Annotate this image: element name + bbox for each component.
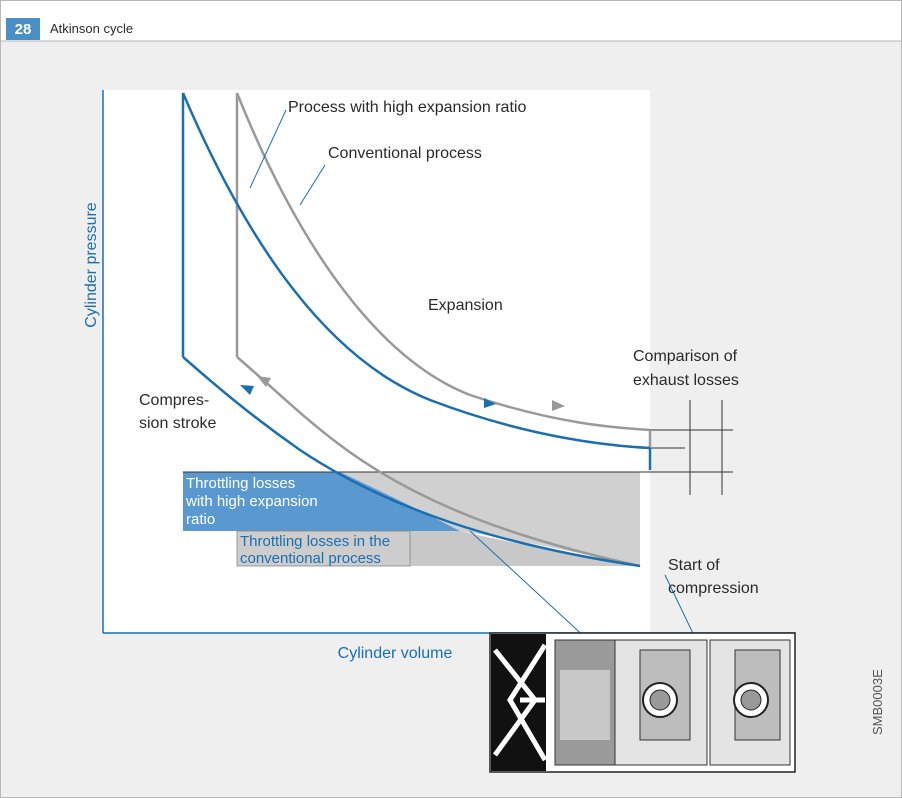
reference-lines	[183, 400, 733, 495]
throttling-box-blue	[183, 472, 340, 531]
arrow	[552, 400, 565, 411]
annotation: exhaust losses	[633, 372, 739, 389]
annotation: Process with high expansion ratio	[288, 99, 526, 116]
annotation: Comparison of	[633, 348, 738, 365]
annotation: compression	[668, 580, 759, 597]
x-axis-label: Cylinder volume	[338, 645, 453, 662]
high-expansion-cycle	[181, 92, 652, 568]
arrow	[484, 398, 496, 408]
annotation: Throttling losses in the	[240, 533, 390, 550]
throttling-area-gray	[340, 472, 640, 566]
figure-number: 28	[15, 21, 32, 38]
figure-title: Atkinson cycle	[50, 21, 133, 36]
annotation: Throttling losses	[186, 475, 295, 492]
annotation: sion stroke	[139, 415, 216, 432]
annotation: ratio	[186, 511, 215, 528]
arrow	[257, 376, 271, 387]
figure-code: SMB0003E	[870, 669, 885, 735]
annotation: conventional process	[240, 550, 381, 567]
engine-illustration	[489, 632, 796, 773]
annotation: with high expansion	[185, 493, 318, 510]
y-axis-label: Cylinder pressure	[83, 202, 100, 327]
figure-number-box	[6, 18, 40, 40]
annotation: Expansion	[428, 297, 503, 314]
annotation: Compres-	[139, 392, 209, 409]
arrow	[240, 385, 254, 395]
header-bar	[1, 1, 901, 41]
annotation: Start of	[668, 557, 720, 574]
annotation: Conventional process	[328, 145, 482, 162]
throttling-box-gray	[236, 530, 411, 567]
conventional-cycle	[235, 92, 652, 568]
